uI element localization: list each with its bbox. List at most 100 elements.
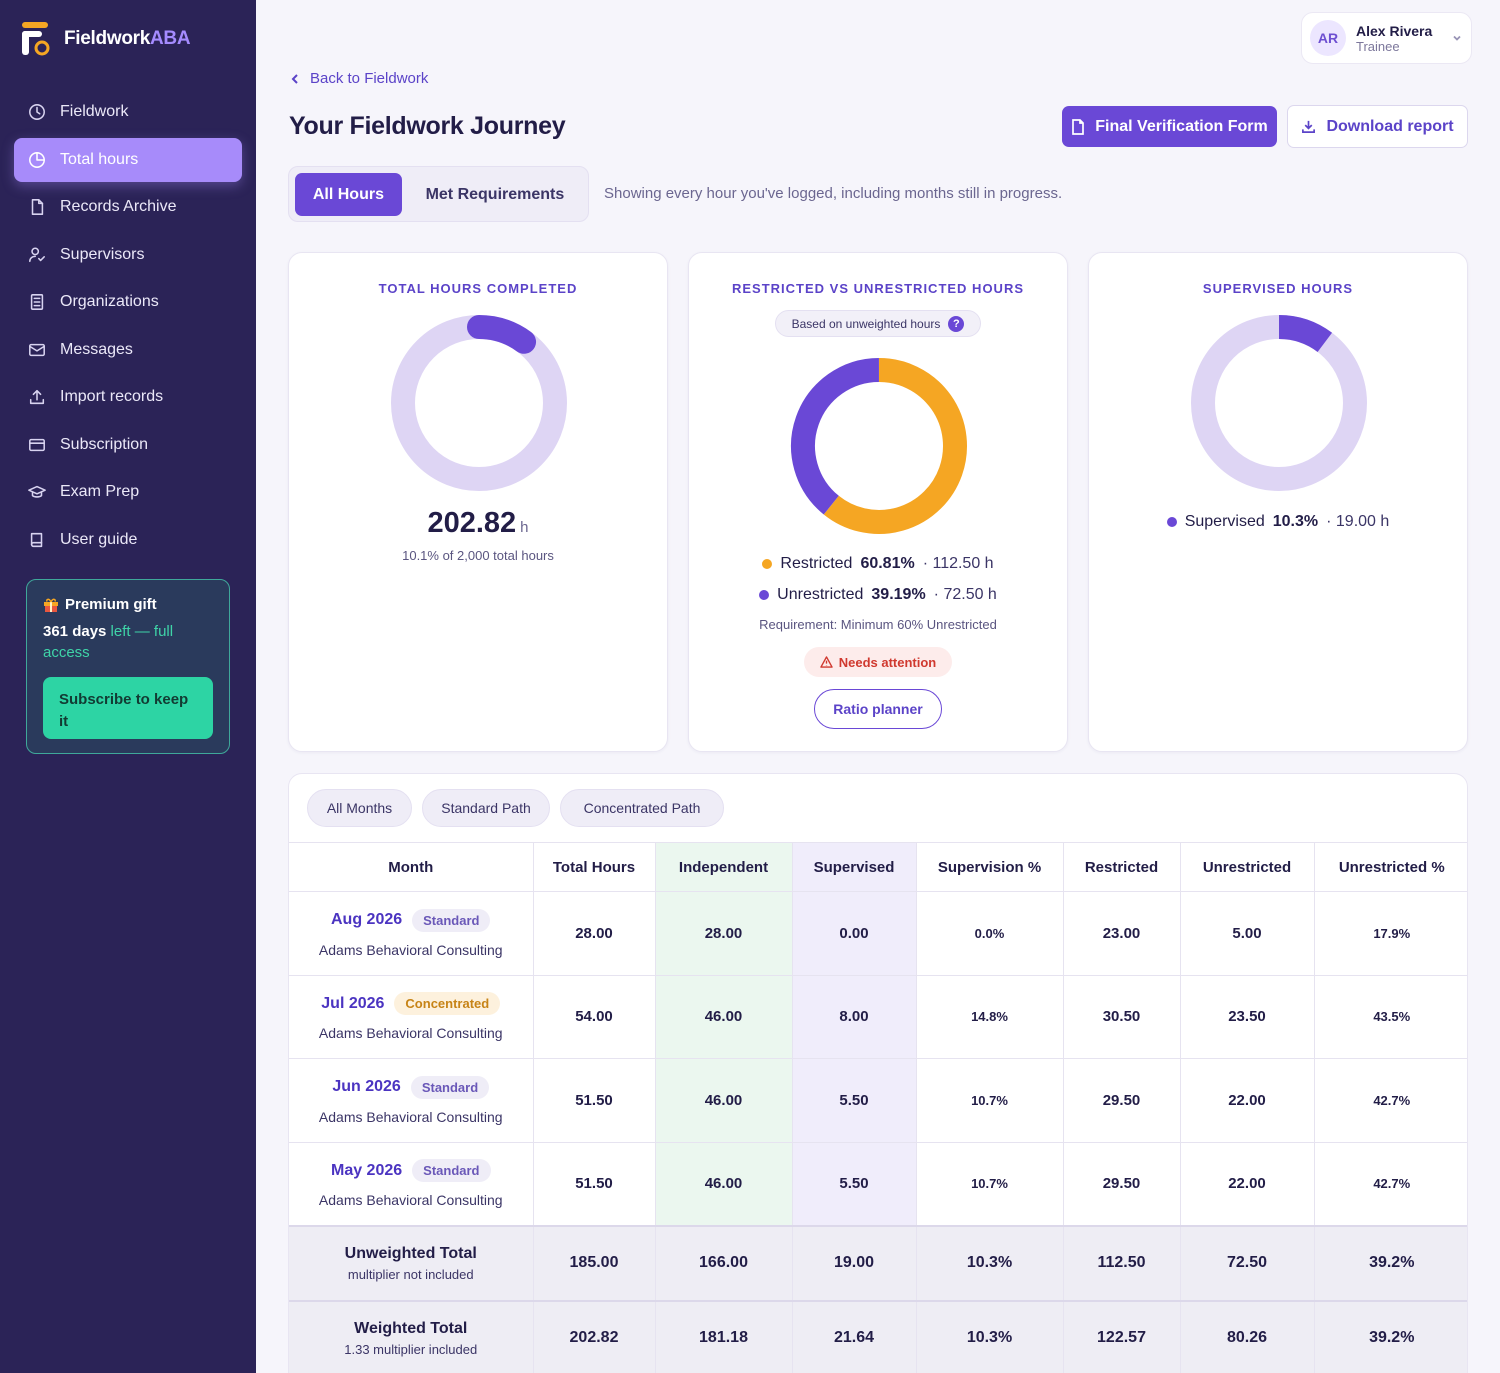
ratio-planner-button[interactable]: Ratio planner: [814, 689, 942, 729]
table-row[interactable]: Aug 2026 Standard Adams Behavioral Consul…: [289, 891, 1467, 976]
independent-cell: 46.00: [655, 975, 793, 1059]
final-verification-form-button[interactable]: Final Verification Form: [1062, 106, 1277, 147]
tab-met-requirements[interactable]: Met Requirements: [425, 185, 565, 203]
segment-note: Showing every hour you've logged, includ…: [604, 185, 1063, 202]
total-label-cell: Weighted Total 1.33 multiplier included: [289, 1299, 534, 1373]
filter-all-months[interactable]: All Months: [307, 789, 412, 827]
weighted-total-row: Weighted Total 1.33 multiplier included …: [289, 1299, 1467, 1373]
total-hours-donut: [391, 315, 567, 491]
total-hours-cell: 54.00: [533, 975, 656, 1059]
building-icon: [30, 294, 44, 310]
total-hours-cell: 28.00: [533, 891, 656, 976]
month-name: May 2026: [330, 1161, 403, 1179]
sidebar-nav: Fieldwork Total hours Records Archive Su…: [14, 90, 242, 565]
col-unrestricted-pct[interactable]: Unrestricted %: [1314, 842, 1467, 892]
chevron-left-icon: [291, 73, 298, 84]
unrestricted-cell: 80.26: [1180, 1299, 1315, 1373]
supervised-hours-card: SUPERVISED HOURS Supervised 10.3% · 19.0…: [1088, 252, 1468, 752]
supervision-pct-cell: 10.3%: [916, 1224, 1064, 1301]
clock-icon: [29, 104, 45, 120]
sidebar-item-label: User guide: [60, 530, 138, 548]
restricted-cell: 112.50: [1063, 1224, 1181, 1301]
legend-supervised: Supervised 10.3% · 19.00 h: [1089, 513, 1467, 531]
sidebar-item-messages[interactable]: Messages: [14, 328, 242, 372]
month-name: Aug 2026: [331, 911, 403, 929]
path-badge: Concentrated: [394, 992, 501, 1016]
total-label-cell: Unweighted Total multiplier not included: [289, 1224, 534, 1301]
file-icon: [31, 199, 44, 215]
sidebar-item-label: Subscription: [60, 435, 149, 453]
subscribe-button[interactable]: Subscribe to keep it: [43, 677, 213, 739]
path-badge: Standard: [412, 908, 491, 932]
col-total-hours[interactable]: Total Hours: [533, 842, 656, 892]
supervised-cell: 8.00: [792, 975, 917, 1059]
upload-icon: [29, 389, 45, 405]
organization-name: Adams Behavioral Consulting: [318, 941, 503, 958]
restricted-cell: 29.50: [1063, 1058, 1181, 1143]
col-supervised[interactable]: Supervised: [792, 842, 917, 892]
unrestricted-pct-cell: 42.7%: [1314, 1142, 1467, 1226]
pie-icon: [29, 151, 45, 168]
col-unrestricted[interactable]: Unrestricted: [1180, 842, 1315, 892]
table-row[interactable]: May 2026 Standard Adams Behavioral Consul…: [289, 1142, 1467, 1226]
col-restricted[interactable]: Restricted: [1063, 842, 1181, 892]
user-menu[interactable]: AR Alex Rivera Trainee: [1301, 12, 1472, 64]
table-row[interactable]: Jun 2026 Standard Adams Behavioral Consul…: [289, 1058, 1467, 1143]
total-hours-cell: 51.50: [533, 1058, 656, 1143]
col-month[interactable]: Month: [289, 842, 534, 892]
unrestricted-cell: 5.00: [1180, 891, 1315, 976]
supervision-pct-cell: 10.7%: [916, 1142, 1064, 1226]
sidebar-item-import-records[interactable]: Import records: [14, 375, 242, 419]
sidebar-item-exam-prep[interactable]: Exam Prep: [14, 470, 242, 514]
sidebar-item-total-hours[interactable]: Total hours: [14, 137, 242, 182]
total-hours-cell: 185.00: [533, 1224, 656, 1301]
sidebar-item-label: Messages: [60, 340, 133, 358]
col-supervision-pct[interactable]: Supervision %: [916, 842, 1064, 892]
graduation-cap-icon: [28, 485, 46, 498]
independent-cell: 166.00: [655, 1224, 793, 1301]
unrestricted-pct-cell: 39.2%: [1314, 1224, 1467, 1301]
table-row[interactable]: Jul 2026 Concentrated Adams Behavioral Co…: [289, 975, 1467, 1059]
donut-restricted-segment: [823, 358, 967, 534]
month-cell: Jun 2026 Standard Adams Behavioral Consul…: [289, 1058, 534, 1143]
unrestricted-cell: 23.50: [1180, 975, 1315, 1059]
restricted-cell: 30.50: [1063, 975, 1181, 1059]
total-hours-card: TOTAL HOURS COMPLETED 202.82 h 10.1% of 2…: [288, 252, 668, 752]
month-cell: May 2026 Standard Adams Behavioral Consul…: [289, 1142, 534, 1226]
donut-track: [1191, 315, 1367, 491]
chevron-down-icon: [1453, 35, 1461, 41]
unweighted-total-row: Unweighted Total multiplier not included…: [289, 1224, 1467, 1301]
sidebar-item-label: Import records: [60, 388, 164, 405]
sidebar-item-subscription[interactable]: Subscription: [14, 423, 242, 467]
month-name: Jul 2026: [321, 994, 385, 1012]
sidebar-item-records-archive[interactable]: Records Archive: [14, 185, 242, 229]
tab-all-hours[interactable]: All Hours: [295, 173, 402, 216]
unrestricted-cell: 72.50: [1180, 1224, 1315, 1301]
monthly-hours-table-card: All Months Standard Path Concentrated Pa…: [288, 773, 1468, 1373]
filter-concentrated-path[interactable]: Concentrated Path: [560, 789, 724, 827]
sidebar-item-label: Records Archive: [60, 198, 177, 215]
sidebar-item-supervisors[interactable]: Supervisors: [14, 233, 242, 277]
download-icon: [1302, 120, 1316, 133]
download-report-button[interactable]: Download report: [1287, 105, 1468, 148]
sidebar-item-label: Supervisors: [60, 245, 145, 263]
ratio-donut: [791, 358, 967, 534]
unrestricted-cell: 22.00: [1180, 1142, 1315, 1226]
sidebar-item-organizations[interactable]: Organizations: [14, 280, 242, 324]
legend-restricted: Restricted 60.81% · 112.50 h: [689, 555, 1067, 573]
help-icon[interactable]: ?: [948, 315, 965, 332]
restricted-dot: [762, 559, 773, 569]
sidebar-item-user-guide[interactable]: User guide: [14, 518, 242, 562]
logo[interactable]: FieldworkABA: [22, 22, 191, 56]
independent-cell: 181.18: [655, 1299, 793, 1373]
total-hours-cell: 51.50: [533, 1142, 656, 1226]
back-link[interactable]: Back to Fieldwork: [290, 70, 428, 87]
hours-filter-segment: All Hours Met Requirements: [288, 166, 589, 222]
supervision-pct-cell: 10.3%: [916, 1299, 1064, 1373]
filter-standard-path[interactable]: Standard Path: [422, 789, 550, 827]
restricted-cell: 122.57: [1063, 1299, 1181, 1373]
sidebar-item-fieldwork[interactable]: Fieldwork: [14, 90, 242, 134]
card-icon: [29, 438, 45, 451]
document-icon: [1072, 118, 1085, 135]
col-independent[interactable]: Independent: [655, 842, 793, 892]
